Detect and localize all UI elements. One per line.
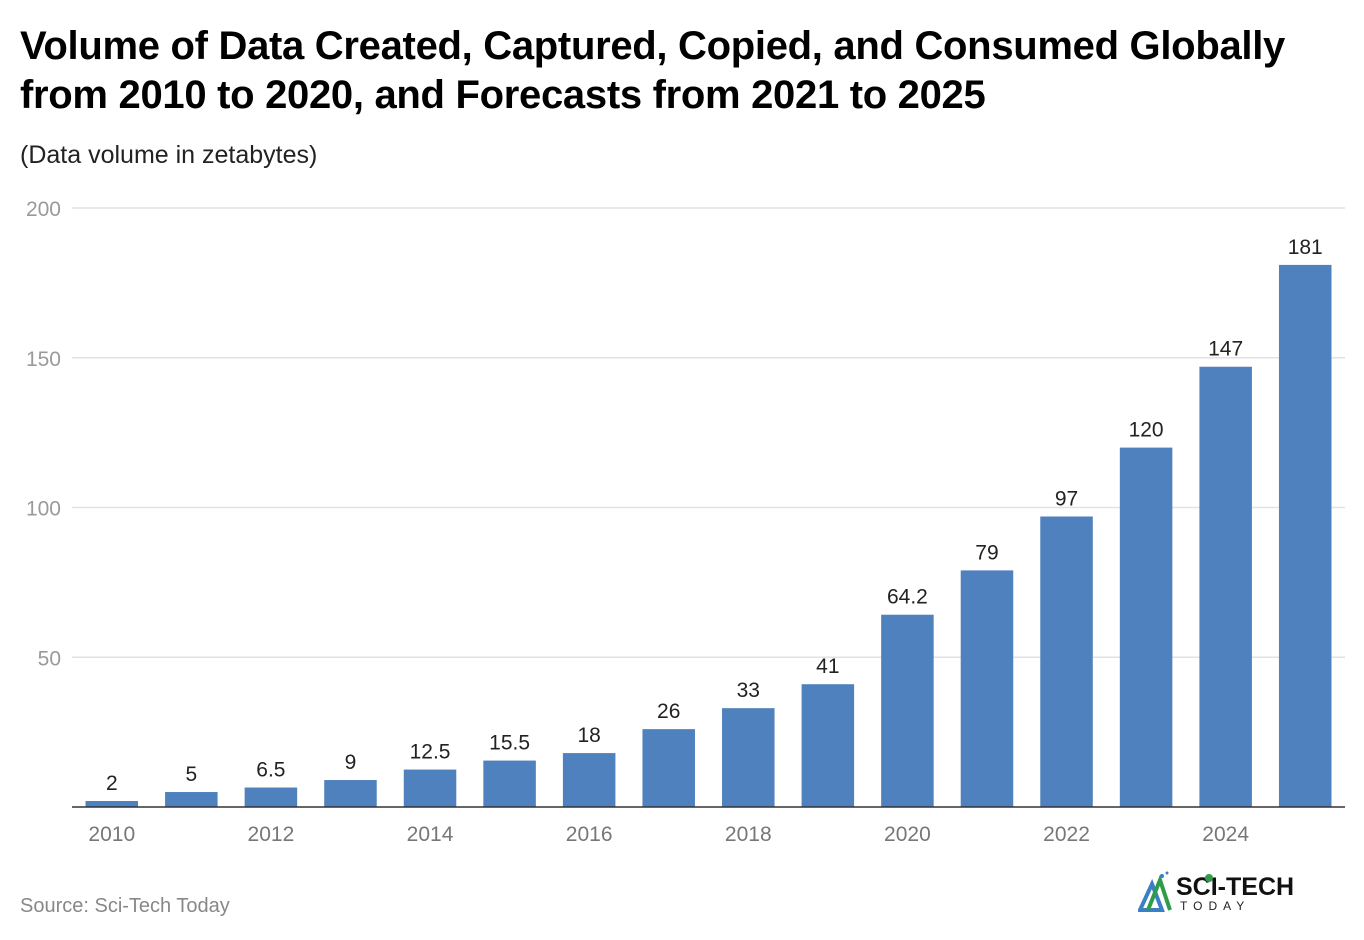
- data-label: 5: [186, 763, 198, 786]
- data-label: 33: [737, 679, 760, 702]
- data-label: 18: [577, 724, 600, 747]
- bar-2020: [881, 614, 934, 807]
- bar-2019: [801, 684, 855, 807]
- chart-title: Volume of Data Created, Captured, Copied…: [20, 24, 1285, 117]
- data-label: 12.5: [410, 741, 451, 764]
- svg-text:TODAY: TODAY: [1180, 899, 1250, 913]
- data-label: 147: [1208, 338, 1243, 361]
- bar-2021: [960, 570, 1014, 807]
- y-tick-label: 200: [26, 198, 61, 221]
- x-tick-label: 2010: [88, 823, 135, 846]
- data-label: 181: [1288, 236, 1323, 259]
- bar-2015: [483, 760, 536, 807]
- x-tick-label: 2014: [407, 823, 454, 846]
- bar-2014: [403, 769, 457, 807]
- data-label: 97: [1055, 487, 1078, 510]
- x-tick-label: 2024: [1202, 823, 1249, 846]
- data-label: 9: [345, 751, 357, 774]
- data-labels: 2 5 6.5 9 12.5 15.5 18 26 33 41 64.2 79 97 120 147 181: [106, 236, 1323, 795]
- data-label: 2: [106, 772, 118, 795]
- y-tick-label: 100: [26, 498, 61, 521]
- source-note: Source: Sci-Tech Today: [20, 895, 230, 917]
- x-tick-label: 2012: [248, 823, 295, 846]
- bar-2017: [642, 729, 695, 807]
- data-label: 6.5: [256, 759, 285, 782]
- bars: [85, 264, 1332, 807]
- bar-2025: [1278, 264, 1332, 807]
- x-tick-label: 2018: [725, 823, 772, 846]
- bar-chart: 50 100 150 200 2 5 6.5 9 12.5 15.5 18 26 33 41 64.2 79…: [26, 198, 1345, 846]
- bar-2024: [1199, 366, 1252, 807]
- bar-2010: [85, 801, 139, 807]
- data-label: 15.5: [489, 732, 530, 755]
- bar-2012: [244, 787, 298, 807]
- x-axis-ticks: 2010 2012 2014 2016 2018 2020 2022 2024: [88, 823, 1249, 846]
- data-label: 120: [1129, 419, 1164, 442]
- x-tick-label: 2020: [884, 823, 931, 846]
- svg-text:SCI-TECH: SCI-TECH: [1176, 873, 1294, 901]
- data-label: 41: [816, 655, 839, 678]
- bar-2018: [722, 708, 775, 807]
- data-label: 79: [975, 541, 998, 564]
- bar-2022: [1040, 516, 1093, 807]
- data-label: 26: [657, 700, 680, 723]
- y-tick-label: 50: [38, 647, 61, 670]
- data-label: 64.2: [887, 586, 928, 609]
- bar-2023: [1119, 447, 1173, 807]
- bar-2016: [562, 753, 616, 807]
- chart-subtitle: (Data volume in zetabytes): [20, 141, 318, 169]
- x-tick-label: 2022: [1043, 823, 1090, 846]
- y-tick-label: 150: [26, 348, 61, 371]
- bar-2011: [165, 792, 218, 807]
- x-tick-label: 2016: [566, 823, 613, 846]
- bar-2013: [324, 780, 377, 807]
- sci-tech-logo: SCI-TECH TODAY: [1138, 871, 1294, 913]
